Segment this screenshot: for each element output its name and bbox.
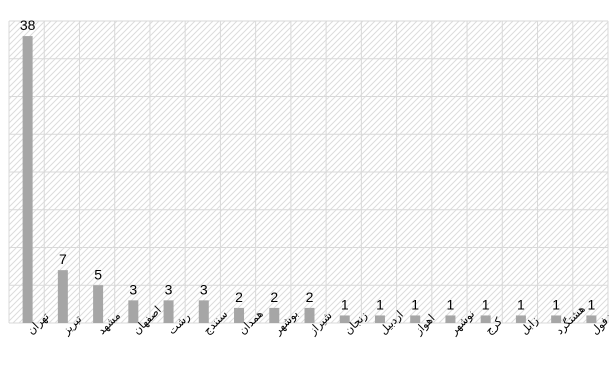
bar xyxy=(551,315,562,323)
gridlines xyxy=(8,20,609,324)
bar xyxy=(269,307,280,323)
data-label: 3 xyxy=(200,281,208,297)
data-label: 2 xyxy=(306,289,314,305)
data-labels: 38 7 5 3 3 3 2 2 2 1 1 1 1 1 1 1 1 xyxy=(20,17,596,312)
bar xyxy=(22,36,33,323)
data-label: 1 xyxy=(376,296,384,312)
data-label: 1 xyxy=(587,296,595,312)
data-label: 1 xyxy=(447,296,455,312)
bar xyxy=(445,315,456,323)
bar xyxy=(374,315,385,323)
bar xyxy=(163,300,174,323)
data-label: 3 xyxy=(165,281,173,297)
bar xyxy=(198,300,209,323)
data-label: 3 xyxy=(129,281,137,297)
bars xyxy=(22,36,597,323)
bar xyxy=(410,315,421,323)
bar xyxy=(586,315,597,323)
data-label: 1 xyxy=(411,296,419,312)
bar xyxy=(339,315,350,323)
bar xyxy=(57,270,68,323)
bar xyxy=(93,285,104,323)
bar xyxy=(515,315,526,323)
data-label: 1 xyxy=(552,296,560,312)
data-label: 5 xyxy=(94,266,102,282)
data-label: 1 xyxy=(341,296,349,312)
data-label: 7 xyxy=(59,251,67,267)
bar xyxy=(480,315,491,323)
data-label: 2 xyxy=(270,289,278,305)
data-label: 1 xyxy=(517,296,525,312)
bar xyxy=(304,307,315,323)
data-label: 38 xyxy=(20,17,36,33)
bar xyxy=(128,300,139,323)
bar xyxy=(234,307,245,323)
data-label: 2 xyxy=(235,289,243,305)
data-label: 1 xyxy=(482,296,490,312)
